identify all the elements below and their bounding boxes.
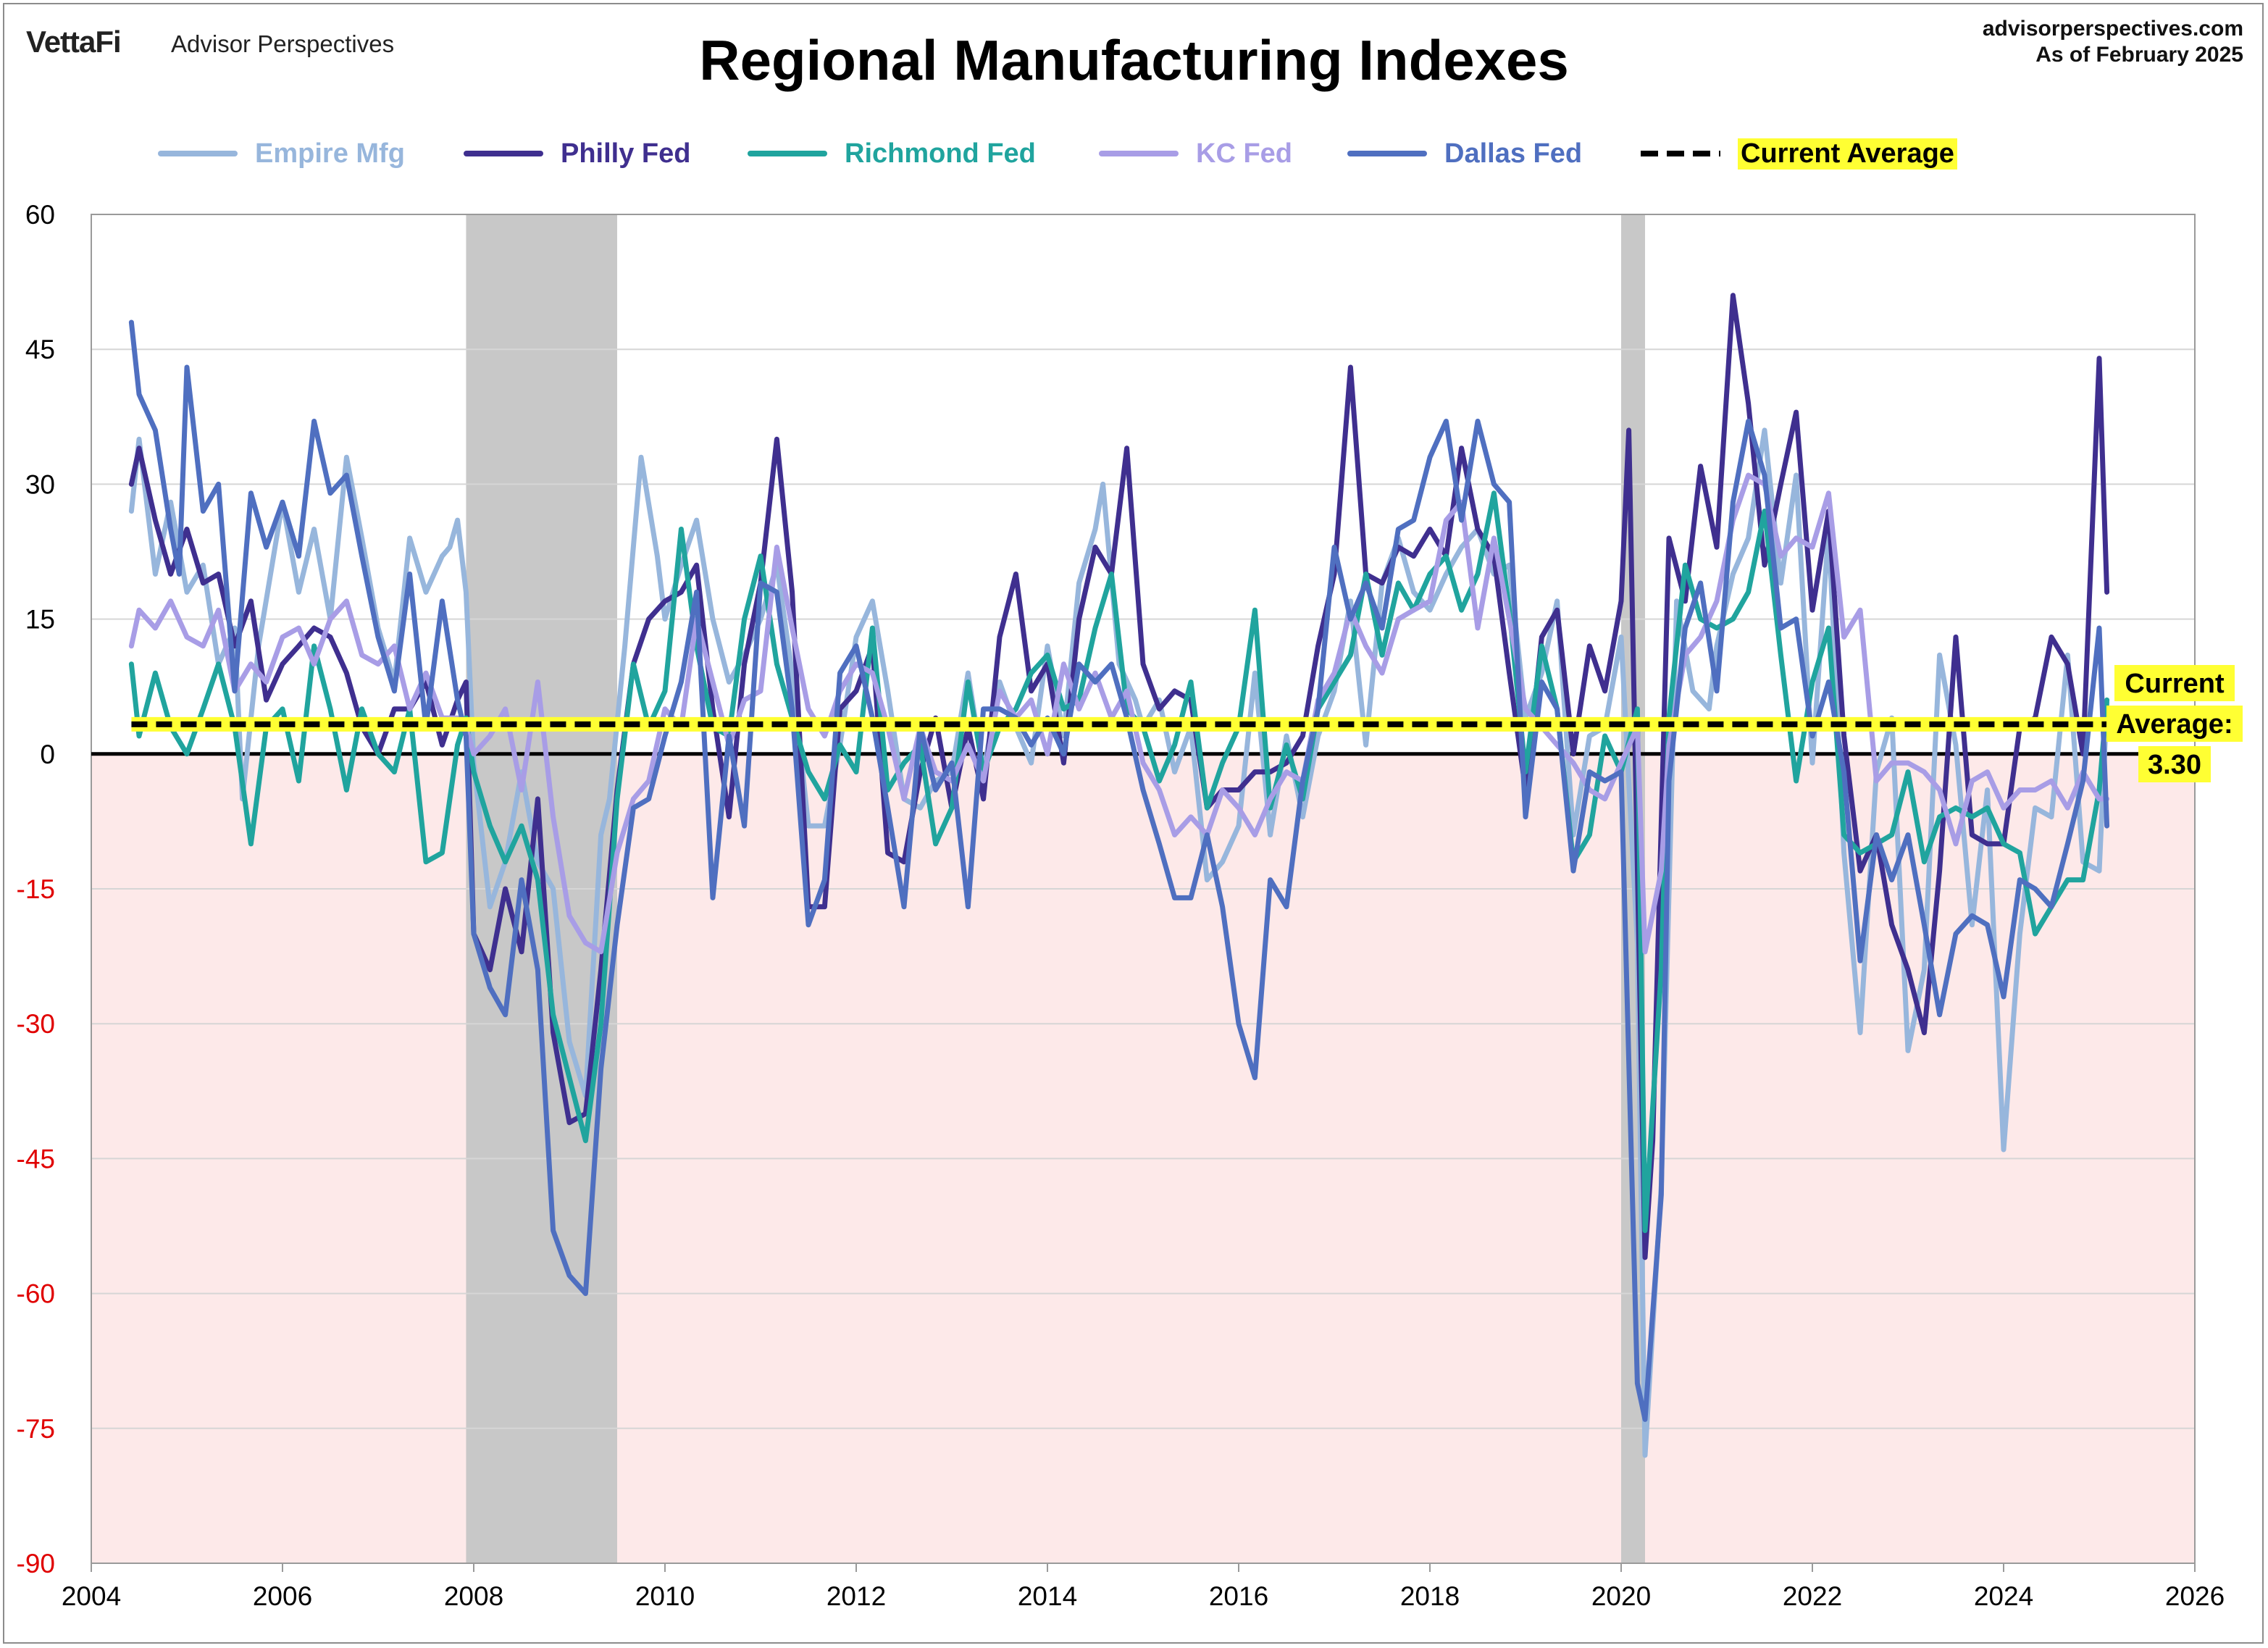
x-tick-label-7: 2018	[1400, 1581, 1460, 1611]
legend-label-dallas: Dallas Fed	[1444, 138, 1583, 169]
plot-area-border	[91, 214, 2196, 1564]
legend-label-average: Current Average	[1738, 138, 1957, 170]
legend-swatch-philly	[464, 151, 543, 156]
x-tick-label-5: 2014	[1018, 1581, 1077, 1611]
series-line-dallas-fed	[128, 319, 2110, 1422]
y-tick-label-8: -60	[17, 1279, 55, 1309]
brand-subtitle: Advisor Perspectives	[171, 30, 395, 57]
y-tick-label-2: 30	[25, 469, 55, 499]
series-line-empire-mfg	[128, 427, 2110, 1458]
legend-item-kc: KC Fed	[1099, 132, 1292, 175]
y-tick-label-1: 45	[25, 335, 55, 364]
legend: Empire Mfg Philly Fed Richmond Fed KC Fe…	[0, 132, 2268, 175]
x-tick-label-3: 2010	[635, 1581, 695, 1611]
as-of-date: As of February 2025	[2035, 43, 2243, 67]
chart-title: Regional Manufacturing Indexes	[699, 28, 1569, 92]
y-tick-label-6: -30	[17, 1009, 55, 1039]
y-tick-label-7: -45	[17, 1144, 55, 1174]
source-block: advisorperspectives.com As of February 2…	[1983, 16, 2243, 68]
legend-swatch-empire	[158, 151, 238, 156]
legend-item-average: Current Average	[1641, 132, 1957, 175]
x-tick-label-8: 2020	[1591, 1581, 1651, 1611]
current-average-annotation-line2-bg	[2106, 706, 2243, 742]
current-average-annotation-line1-bg	[2114, 665, 2235, 701]
vettafi-logo: VettaFi	[26, 25, 122, 59]
x-tick-label-2: 2008	[444, 1581, 503, 1611]
legend-swatch-average	[1641, 151, 1720, 156]
x-tick-label-1: 2006	[253, 1581, 312, 1611]
legend-swatch-richmond	[748, 151, 827, 156]
legend-swatch-kc	[1099, 151, 1179, 156]
current-average-annotation-line1: Current	[2125, 669, 2225, 699]
chart-frame	[3, 3, 2264, 1644]
current-average-annotation-line2: Average:	[2116, 709, 2233, 740]
legend-item-empire: Empire Mfg	[158, 132, 405, 175]
y-tick-label-4: 0	[40, 740, 55, 769]
y-tick-label-0: 60	[25, 200, 55, 230]
y-tick-label-10: -90	[17, 1549, 55, 1578]
current-average-annotation-value: 3.30	[2148, 750, 2201, 780]
legend-label-empire: Empire Mfg	[255, 138, 405, 169]
legend-item-philly: Philly Fed	[464, 132, 690, 175]
legend-swatch-dallas	[1347, 151, 1427, 156]
x-tick-label-10: 2024	[1974, 1581, 2033, 1611]
x-tick-label-0: 2004	[62, 1581, 121, 1611]
x-tick-label-9: 2022	[1783, 1581, 1842, 1611]
legend-label-richmond: Richmond Fed	[845, 138, 1036, 169]
current-average-annotation-value-bg	[2138, 746, 2211, 782]
legend-item-richmond: Richmond Fed	[748, 132, 1036, 175]
y-tick-label-5: -15	[17, 874, 55, 904]
legend-label-kc: KC Fed	[1196, 138, 1292, 169]
series-line-richmond-fed	[128, 490, 2110, 1234]
legend-item-dallas: Dallas Fed	[1347, 132, 1582, 175]
x-tick-label-6: 2016	[1209, 1581, 1268, 1611]
source-site: advisorperspectives.com	[1982, 17, 2243, 41]
x-tick-label-4: 2012	[827, 1581, 886, 1611]
y-tick-label-9: -75	[17, 1414, 55, 1444]
legend-label-philly: Philly Fed	[561, 138, 691, 169]
y-tick-label-3: 15	[25, 605, 55, 635]
x-tick-label-11: 2026	[2165, 1581, 2225, 1611]
